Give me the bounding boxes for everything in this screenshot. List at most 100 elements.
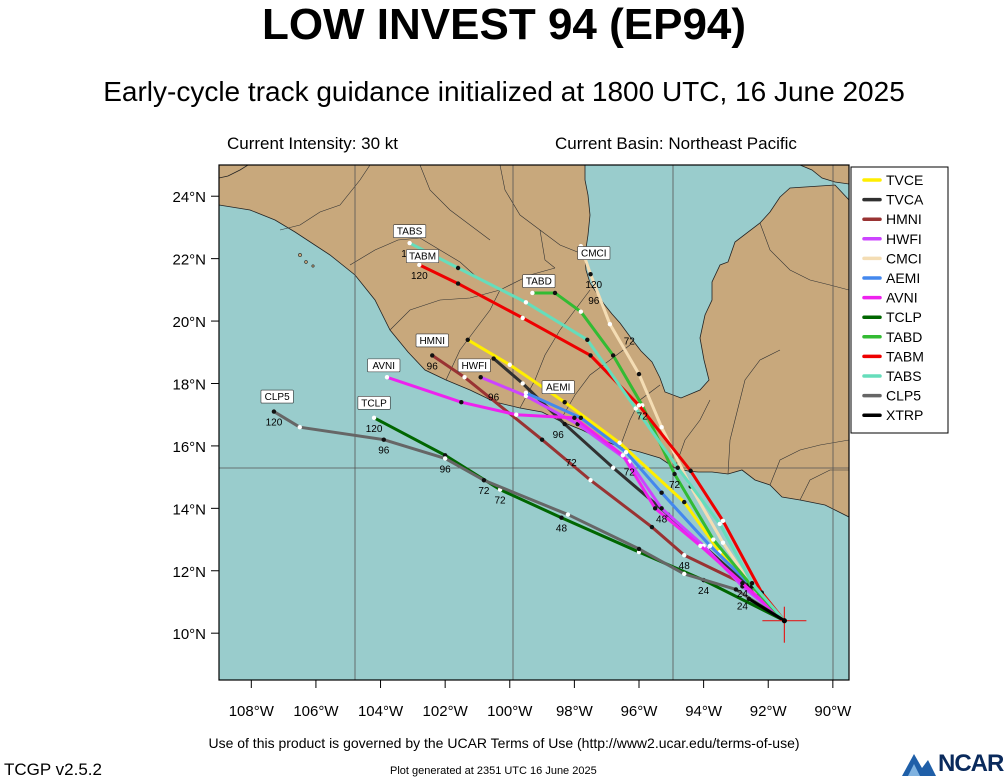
y-tick-label: 24°N <box>172 189 206 206</box>
legend-item-tabs: TABS <box>886 368 922 384</box>
track-point <box>523 300 529 305</box>
model-label-tabm: TABM <box>409 252 436 263</box>
y-tick-label: 18°N <box>172 376 206 393</box>
y-tick-label: 16°N <box>172 439 206 456</box>
legend-item-hmni: HMNI <box>886 211 922 227</box>
track-point <box>672 471 677 477</box>
track-point <box>720 540 726 545</box>
x-tick-label: 94°W <box>685 703 723 720</box>
land-mexico-central-america <box>219 165 849 518</box>
model-label-box <box>260 389 294 404</box>
x-tick-label: 104°W <box>358 703 404 720</box>
legend-box <box>850 166 949 434</box>
track-point <box>633 406 638 411</box>
track-point <box>652 506 658 511</box>
forecast-hour-tag: 48 <box>656 514 668 525</box>
track-point <box>507 362 512 367</box>
track-point <box>462 375 467 380</box>
current-position-marker <box>762 606 807 643</box>
track-point <box>720 518 726 524</box>
model-label-tabd: TABD <box>526 277 552 288</box>
grid-lines <box>219 165 849 680</box>
track-point <box>539 437 545 442</box>
legend-item-aemi: AEMI <box>886 270 920 286</box>
forecast-hour-tag: 72 <box>624 468 636 479</box>
track-point <box>271 409 277 414</box>
track-point <box>578 415 584 421</box>
track-point <box>698 543 703 548</box>
track-point <box>417 262 422 268</box>
track-point <box>740 581 745 586</box>
ncar-logo-text: NCAR <box>938 750 1004 777</box>
track-point <box>530 290 535 296</box>
track-point <box>552 290 558 296</box>
legend-item-tvce: TVCE <box>886 172 923 188</box>
state-borders <box>279 165 849 501</box>
page-title: LOW INVEST 94 (EP94) <box>261 0 747 49</box>
track-point <box>381 437 386 442</box>
current-basin: Current Basin: Northeast Pacific <box>555 134 797 153</box>
track-point <box>465 337 470 342</box>
plot-area: 24 48 72 96 48 72 96 72 96 120 96 24 48 72 120 72 72 120 1… <box>219 165 849 680</box>
model-label-box <box>541 380 575 395</box>
track-point <box>636 403 642 408</box>
track-point <box>562 400 567 405</box>
track-point <box>523 390 529 396</box>
track-point <box>636 546 642 552</box>
x-tick-label: 102°W <box>423 703 469 720</box>
legend-item-cmci: CMCI <box>886 250 922 266</box>
legend-item-tvca: TVCA <box>886 192 924 208</box>
model-label-box <box>406 249 440 263</box>
track-point <box>682 552 687 558</box>
track-point <box>572 415 577 421</box>
track-tvca <box>492 357 786 623</box>
model-label-cmci: CMCI <box>581 249 607 260</box>
track-point <box>559 515 564 520</box>
track-point <box>455 281 461 286</box>
track-point <box>588 272 593 277</box>
model-labels: HMNI HWFI CMCI AEMI AVNI TCLP TABD TABM TABS CLP5 <box>260 224 611 410</box>
model-label-box <box>457 358 491 373</box>
track-point <box>746 596 752 602</box>
forecast-hour-tag: 72 <box>637 411 649 422</box>
track-hmni <box>430 353 786 623</box>
model-tracks <box>271 240 786 623</box>
forecast-hour-tag: 24 <box>737 602 749 613</box>
model-label-box <box>393 224 427 238</box>
track-point <box>610 353 616 358</box>
track-point <box>707 543 713 548</box>
forecast-hour-tag: 96 <box>488 393 500 404</box>
track-point <box>297 424 302 430</box>
model-label-box <box>357 396 391 410</box>
ncar-logo-icon <box>902 754 936 776</box>
page-subtitle: Early-cycle track guidance initialized a… <box>103 76 905 107</box>
forecast-hour-tag: 72 <box>495 496 507 507</box>
track-clp5 <box>272 410 786 623</box>
model-label-tclp: TCLP <box>361 398 387 409</box>
model-label-box <box>415 333 449 348</box>
forecast-hour-tag: 48 <box>679 561 691 572</box>
track-hwfi <box>479 375 786 623</box>
track-point <box>659 424 664 430</box>
track-point <box>481 478 487 483</box>
track-point <box>636 371 642 377</box>
y-tick-label: 12°N <box>172 564 206 581</box>
forecast-hour-tag: 72 <box>669 480 681 491</box>
track-point <box>688 468 693 474</box>
track-point <box>514 412 519 417</box>
legend-item-xtrp: XTRP <box>886 407 923 423</box>
track-point <box>565 512 571 517</box>
current-intensity: Current Intensity: 30 kt <box>227 134 399 153</box>
forecast-hour-tag: 24 <box>737 589 749 600</box>
track-point <box>607 321 613 327</box>
model-label-aemi: AEMI <box>546 383 570 394</box>
x-tick-label: 96°W <box>621 703 659 720</box>
model-label-hmni: HMNI <box>419 336 445 347</box>
track-point <box>520 381 525 386</box>
forecast-hour-tag: 96 <box>427 361 439 372</box>
track-point <box>649 524 655 530</box>
ncar-logo: NCAR <box>900 748 1006 778</box>
forecast-hour-tag: 96 <box>553 430 565 441</box>
legend: TVCE TVCA HMNI HWFI CMCI AEMI AVNI TCLP TABD TABM… <box>850 166 949 434</box>
